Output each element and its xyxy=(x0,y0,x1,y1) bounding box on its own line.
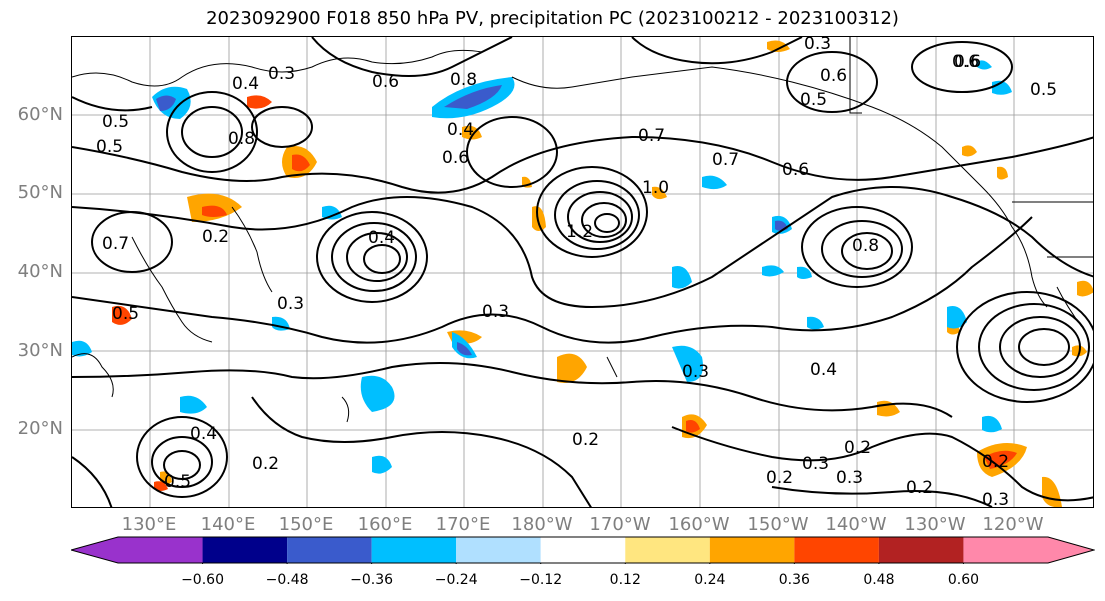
map-plot: 0.3 0.4 0.6 0.8 0.5 0.4 0.6 0.8 0.5 0.7 … xyxy=(72,37,1093,508)
contour-label: 0.2 xyxy=(844,438,871,458)
pv-contours-open xyxy=(72,37,1093,507)
colorbar-tick-label: 0.60 xyxy=(947,572,980,588)
lat-label: 20°N xyxy=(17,418,63,439)
lon-label: 140°W xyxy=(825,514,887,535)
contour-label: 0.5 xyxy=(102,112,129,132)
colorbar-tick-label: −0.36 xyxy=(350,572,394,588)
contour-label: 0.3 xyxy=(982,490,1009,508)
contour-label: 0.2 xyxy=(982,452,1009,472)
lon-label: 130°W xyxy=(904,514,966,535)
contour-label: 0.2 xyxy=(766,468,793,488)
colorbar-swatch xyxy=(287,537,372,563)
contour-label: 0.4 xyxy=(232,74,259,94)
contour-label: 0.3 xyxy=(482,302,509,322)
contour-label: 0.2 xyxy=(252,454,279,474)
contour-label: 0.5 xyxy=(800,90,827,110)
contour-label: 0.7 xyxy=(638,126,665,146)
contour-label: 0.8 xyxy=(228,129,255,149)
contour-label: 0.3 xyxy=(682,362,709,382)
colorbar xyxy=(71,536,1095,564)
contour-label: 0.6 xyxy=(782,160,809,180)
contour-label: 0.7 xyxy=(102,234,129,254)
contour-label: 0.6 xyxy=(820,66,847,86)
colorbar-swatch xyxy=(371,537,457,563)
contour-label: 0.4 xyxy=(810,360,837,380)
contour-label: 0.3 xyxy=(836,468,863,488)
lat-label: 60°N xyxy=(17,104,63,125)
lon-label: 150°W xyxy=(747,514,809,535)
contour-label: 0.2 xyxy=(202,227,229,247)
colorbar-tick-label: −0.60 xyxy=(181,572,224,588)
contour-label: 0.5 xyxy=(164,472,191,492)
map-title: 2023092900 F018 850 hPa PV, precipitatio… xyxy=(206,8,899,29)
contour-label-group: 0.3 0.4 0.6 0.8 0.5 0.4 0.6 0.8 0.5 0.7 … xyxy=(96,37,1057,508)
colorbar-swatch xyxy=(540,537,626,563)
contour-label: 0.2 xyxy=(906,478,933,498)
colorbar-swatch xyxy=(625,537,710,563)
contour-label: 0.8 xyxy=(852,236,879,256)
contour-label: 1.0 xyxy=(642,178,669,198)
contour-label: 0.3 xyxy=(277,294,304,314)
contour-label: 0.4 xyxy=(190,424,217,444)
colorbar-swatch xyxy=(71,537,203,563)
colorbar-tick-label: 0.24 xyxy=(694,572,726,588)
contour-label: 0.3 xyxy=(804,37,831,54)
coastlines xyxy=(72,37,1093,423)
lon-label: 130°E xyxy=(121,514,177,535)
lon-label: 120°W xyxy=(982,514,1044,535)
colorbar-swatch xyxy=(878,537,964,563)
contour-label: 0.6 xyxy=(952,52,979,72)
colorbar-swatch xyxy=(202,537,288,563)
lon-label: 180°W xyxy=(511,514,573,535)
contour-label: 0.5 xyxy=(1030,80,1057,100)
contour-label: 0.6 xyxy=(372,72,399,92)
colorbar-tick-label: 0.48 xyxy=(863,572,895,588)
contour-label: 0.3 xyxy=(802,454,829,474)
contour-label: 0.3 xyxy=(268,64,295,84)
lon-label: 150°E xyxy=(278,514,334,535)
map-panel: 0.3 0.4 0.6 0.8 0.5 0.4 0.6 0.8 0.5 0.7 … xyxy=(71,36,1094,508)
colorbar-tick-label: 0.36 xyxy=(778,572,810,588)
colorbar-swatch xyxy=(963,537,1094,563)
contour-label: 1.2 xyxy=(566,222,593,242)
colorbar-tick-label: −0.24 xyxy=(434,572,478,588)
lon-label: 170°W xyxy=(589,514,651,535)
contour-label: 0.6 xyxy=(954,52,981,72)
contour-label: 0.7 xyxy=(712,150,739,170)
colorbar-tick-label: −0.12 xyxy=(519,572,563,588)
contour-label: 0.5 xyxy=(96,137,123,157)
contour-label: 0.5 xyxy=(112,304,139,324)
precipitation-shading xyxy=(72,40,1093,507)
contour-label: 0.4 xyxy=(447,120,474,140)
lon-label: 160°W xyxy=(668,514,730,535)
lon-label: 170°E xyxy=(435,514,491,535)
contour-label: 0.6 xyxy=(442,148,469,168)
contour-label: 0.2 xyxy=(572,430,599,450)
colorbar-swatch xyxy=(794,537,879,563)
lat-label: 30°N xyxy=(17,340,63,361)
lat-label: 40°N xyxy=(17,261,63,282)
lat-label: 50°N xyxy=(17,182,63,203)
contour-label: 0.8 xyxy=(450,70,477,90)
lon-label: 140°E xyxy=(200,514,256,535)
pv-contours xyxy=(91,41,1093,498)
colorbar-swatch xyxy=(709,537,795,563)
contour-label: 0.4 xyxy=(368,228,395,248)
colorbar-tick-label: 0.12 xyxy=(609,572,641,588)
colorbar-tick-label: −0.48 xyxy=(265,572,309,588)
lon-label: 160°E xyxy=(357,514,413,535)
colorbar-swatch xyxy=(456,537,541,563)
